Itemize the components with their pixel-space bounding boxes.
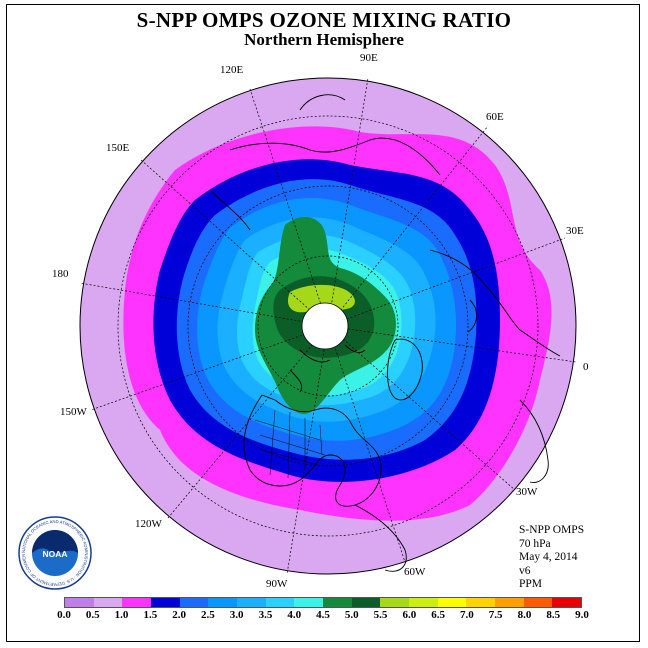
lon-label-90w: 90W [266,578,288,590]
coast-greenland [387,338,423,401]
colorbar-tick-label: 6.0 [402,609,417,621]
colorbar-swatch [380,598,410,607]
colorbar-swatch [122,598,152,607]
colorbar-tick-label: 3.5 [258,609,273,621]
colorbar-swatch [323,598,352,607]
colorbar-swatch [495,598,524,607]
colorbar-swatch [265,598,295,607]
latitude-circle-50 [187,185,469,467]
colorbar-swatch [151,598,180,607]
colorbar-swatch [237,598,266,607]
pole-no-data [301,302,349,350]
info-version: v6 [519,564,531,577]
info-level: 70 hPa [519,537,551,550]
latitude-circle-30 [117,115,539,537]
colorbar-swatch [466,598,496,607]
map-subtitle: Northern Hemisphere [244,30,404,49]
info-instrument: S-NPP OMPS [519,524,585,536]
colorbar-swatch [437,598,467,607]
colorbar-swatch [523,598,553,607]
map-title: S-NPP OMPS OZONE MIXING RATIO [136,8,512,32]
colorbar [64,597,582,608]
meridian-90w [286,325,329,575]
contour-5-5 [287,284,355,313]
colorbar-tick-label: 7.5 [488,609,503,621]
colorbar-tick-label: 8.5 [546,609,561,621]
graticule [79,77,577,575]
meridian-180 [79,282,329,327]
meridian-30w [327,325,516,491]
meridian-60e [327,125,489,327]
colorbar-tick-label: 5.5 [373,609,388,621]
lon-label-90e: 90E [360,52,378,64]
colorbar-tick-label: 7.0 [460,609,474,621]
colorbar-tick-label: 4.5 [316,609,330,621]
colorbar-swatch [294,598,324,607]
colorbar-swatch [351,598,381,607]
colorbar-tick-label: 2.0 [172,609,186,621]
latitude-circle-70 [257,255,399,397]
lon-label-150e: 150E [106,142,130,154]
lon-label-120e: 120E [220,64,244,76]
colorbar-tick-label: 1.5 [143,609,158,621]
info-date: May 4, 2014 [519,551,578,563]
lon-label-120w: 120W [135,518,162,530]
lon-label-60w: 60W [404,566,426,578]
meridian-150w [90,325,329,411]
colorbar-tick-label: 1.0 [114,609,129,621]
meridian-0 [327,325,577,363]
colorbar-swatch [93,598,123,607]
meridian-150e [140,159,329,327]
lon-label-180: 180 [52,268,69,280]
lon-label-150w: 150W [60,406,87,418]
coast-arctic-islands [289,344,366,393]
coastlines [209,94,561,572]
lon-label-30e: 30E [566,225,584,237]
colorbar-swatch [208,598,238,607]
colorbar-tick-label: 0.5 [85,609,100,621]
colorbar-swatch [179,598,209,607]
logo-text: NOAA [42,549,67,559]
colorbar-tick-label: 5.0 [344,609,359,621]
colorbar-tick-label: 6.5 [431,609,445,621]
colorbar-tick-label: 8.0 [517,609,532,621]
meridian-90e [327,77,369,327]
lon-label-60e: 60E [486,111,504,123]
meridian-120e [249,88,329,327]
coast-africa [519,399,549,483]
lon-label-30w: 30W [516,486,538,498]
info-units: PPM [519,578,543,590]
colorbar-swatch [65,598,94,607]
colorbar-tick-label: 4.0 [287,609,302,621]
colorbar-swatch [409,598,438,607]
coast-europe [429,249,561,357]
lon-label-0: 0 [583,361,589,373]
meridian-60w [327,325,406,563]
colorbar-tick-label: 9.0 [575,609,589,621]
colorbar-swatch [552,598,582,607]
colorbar-tick-label: 0.0 [57,609,71,621]
coast-south-america [354,504,407,572]
state-boundaries [254,409,326,479]
figure-frame [6,4,640,642]
noaa-logo: NATIONAL OCEANIC AND ATMOSPHERIC ADMINIS… [18,516,92,590]
info-block: S-NPP OMPS 70 hPa May 4, 2014 v6 PPM [519,524,584,592]
logo-bird-icon [32,530,78,553]
colorbar-tick-label: 3.0 [229,609,244,621]
coast-north-america [243,394,382,507]
coast-asia [209,94,441,231]
colorbar-tick-label: 2.5 [201,609,215,621]
